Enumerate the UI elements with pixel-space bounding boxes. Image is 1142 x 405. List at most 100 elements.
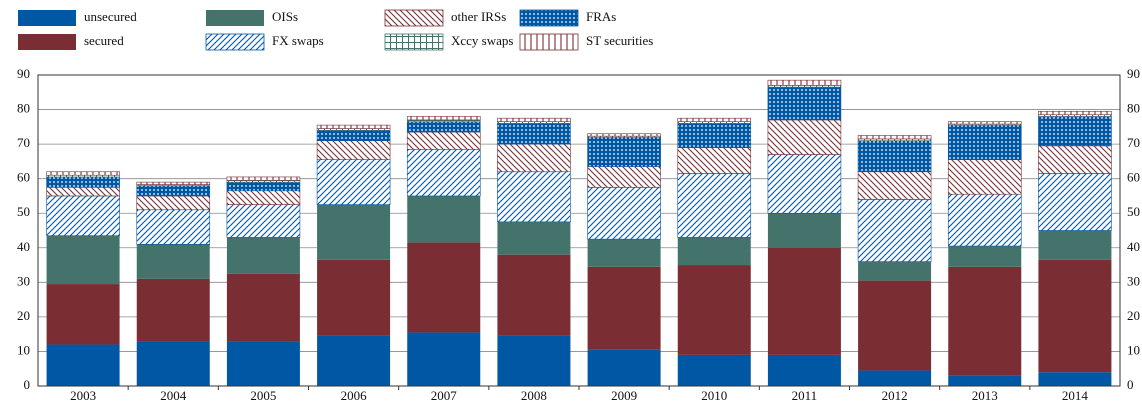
y2-tick-label: 50 (1127, 204, 1140, 219)
x-tick-label: 2006 (341, 388, 368, 403)
y-tick-label: 20 (17, 308, 30, 323)
bar-segment (1038, 110, 1112, 116)
bar-segment (677, 123, 752, 148)
y-tick-label: 10 (17, 342, 30, 357)
y-tick-label: 30 (17, 273, 30, 288)
x-tick-label: 2003 (70, 388, 96, 403)
bar-segment (317, 335, 391, 386)
bar-segment (948, 266, 1022, 376)
bar-segment (136, 244, 210, 279)
legend-swatch (18, 34, 76, 50)
x-tick-label: 2009 (611, 388, 637, 403)
bar-segment (948, 375, 1022, 386)
bar-segment (46, 171, 120, 176)
bar-segment (46, 176, 120, 188)
legend-swatch (18, 10, 76, 26)
bar-segment (316, 159, 391, 205)
bar-segment (497, 221, 571, 255)
x-tick-label: 2013 (972, 388, 998, 403)
bar-segment (316, 124, 391, 129)
legend-label: Xccy swaps (451, 33, 513, 48)
bar-segment (767, 213, 841, 248)
bar-segment (767, 79, 842, 86)
bar-segment (46, 344, 120, 386)
bar-segment (406, 148, 481, 197)
y-tick-label: 90 (17, 66, 30, 81)
bar-segment (317, 204, 391, 260)
bar-segment (406, 121, 481, 133)
y2-tick-label: 60 (1127, 170, 1140, 185)
bar-segment (587, 187, 661, 240)
bar-segment (407, 332, 481, 386)
bar-segment (677, 265, 751, 355)
y-tick-label: 40 (17, 239, 30, 254)
bar-segment (226, 237, 300, 274)
bar-segment (406, 116, 481, 121)
bar-segment (316, 140, 391, 160)
y2-tick-label: 70 (1127, 135, 1140, 150)
x-tick-label: 2012 (882, 388, 908, 403)
x-tick-label: 2005 (250, 388, 276, 403)
bar-segment (587, 166, 661, 188)
bar-segment (587, 239, 661, 267)
bar-segment (316, 129, 391, 141)
y2-tick-label: 90 (1127, 66, 1140, 81)
bar-segment (226, 341, 300, 386)
legend-label: ST securities (586, 33, 653, 48)
bar-segment (857, 135, 932, 140)
bar-segment (767, 354, 841, 386)
legend-label: unsecured (84, 9, 137, 24)
bar-segment (406, 131, 481, 150)
bar-segment (677, 117, 752, 122)
bar-segment (767, 86, 842, 121)
bar-segment (407, 195, 481, 243)
bar-segment (587, 136, 661, 167)
y-tick-label: 80 (17, 101, 30, 116)
y2-tick-label: 0 (1127, 377, 1134, 392)
y2-tick-label: 80 (1127, 101, 1140, 116)
bar-segment (497, 123, 571, 145)
bar-segment (857, 199, 932, 262)
legend-label: other IRSs (451, 9, 506, 24)
bar-segment (136, 341, 210, 386)
legend-label: OISs (272, 9, 298, 24)
bar-segment (46, 195, 120, 236)
legend-swatch (519, 33, 579, 51)
bar-segment (587, 349, 661, 386)
legend-swatch (384, 33, 444, 51)
x-tick-label: 2011 (792, 388, 818, 403)
bar-segment (136, 209, 211, 245)
bar-segment (226, 181, 301, 192)
legend-swatch (519, 9, 579, 27)
x-tick-label: 2004 (160, 388, 187, 403)
bar-segment (497, 335, 571, 386)
bar-segment (948, 246, 1022, 267)
bar-segment (497, 117, 571, 122)
y2-tick-label: 40 (1127, 239, 1140, 254)
bar-segment (407, 242, 481, 333)
bar-segment (136, 195, 211, 211)
bar-segment (947, 121, 1022, 125)
bar-segment (947, 193, 1022, 247)
legend-label: FX swaps (272, 33, 324, 48)
y-tick-label: 50 (17, 204, 30, 219)
bar-segment (947, 124, 1022, 160)
x-tick-label: 2010 (701, 388, 727, 403)
y-tick-label: 0 (24, 377, 31, 392)
bar-segment (857, 171, 932, 200)
bar-segment (1038, 145, 1112, 174)
bar-segment (497, 171, 571, 223)
bar-segment (858, 261, 932, 281)
bar-segment (317, 259, 391, 336)
bar-segment (767, 154, 842, 214)
bar-segment (1038, 173, 1112, 231)
bar-segment (226, 204, 301, 238)
bar-segment (226, 176, 301, 181)
bar-segment (858, 370, 932, 386)
y2-tick-label: 20 (1127, 308, 1140, 323)
bar-segment (497, 254, 571, 336)
bar-segment (858, 280, 932, 371)
bar-segment (46, 284, 120, 345)
bar-segment (1038, 372, 1112, 386)
